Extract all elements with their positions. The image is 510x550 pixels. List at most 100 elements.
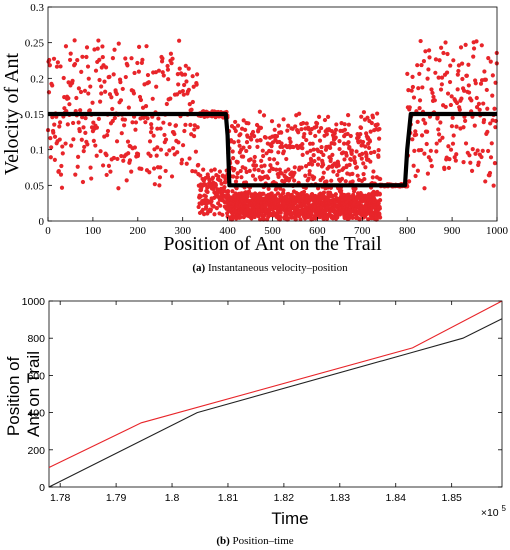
scatter-point (363, 165, 368, 170)
red-position-line (48, 300, 503, 468)
x-tick-label: 700 (354, 225, 371, 237)
scatter-point (364, 152, 369, 157)
scatter-point (274, 167, 279, 172)
scatter-point (360, 151, 365, 156)
x-tick-label: 600 (309, 225, 326, 237)
scatter-point (472, 123, 477, 128)
x-tick-label: 0 (45, 225, 51, 237)
scatter-point (238, 168, 243, 174)
scatter-point (71, 120, 76, 126)
scatter-point (187, 156, 192, 161)
scatter-point (449, 124, 455, 129)
scatter-point (360, 139, 366, 145)
scatter-point (149, 122, 154, 127)
scatter-point (133, 127, 138, 132)
scatter-point (95, 46, 100, 51)
scatter-point (196, 204, 201, 210)
scatter-point (347, 162, 352, 168)
scatter-point (250, 129, 256, 135)
scatter-point (350, 179, 355, 184)
scatter-point (233, 119, 238, 125)
scatter-point (163, 137, 169, 142)
scatter-point (292, 178, 297, 183)
scatter-point (278, 210, 283, 215)
scatter-point (212, 212, 217, 217)
scatter-point (269, 149, 274, 154)
scatter-point (155, 145, 160, 150)
scatter-point (252, 167, 257, 172)
scatter-point (413, 173, 418, 179)
x-tick-label: 1.82 (274, 492, 295, 504)
scatter-point (492, 106, 497, 111)
scatter-point (433, 70, 438, 75)
scatter-point (347, 145, 352, 150)
scatter-point (348, 133, 353, 139)
y-tick-label: 400 (27, 408, 45, 420)
scatter-point (127, 158, 133, 163)
x-tick-label: 1.84 (386, 492, 407, 504)
scatter-point (365, 115, 370, 120)
scatter-point (419, 62, 424, 68)
scatter-point (492, 161, 498, 166)
scatter-point (421, 117, 426, 122)
scatter-point (238, 132, 243, 137)
scatter-point (451, 58, 456, 63)
scatter-point (316, 114, 322, 119)
scatter-point (307, 172, 312, 177)
scatter-point (210, 175, 216, 180)
scatter-point (427, 55, 432, 60)
scatter-point (170, 56, 175, 61)
scatter-point (152, 182, 157, 187)
scatter-point (471, 54, 476, 59)
scatter-point (164, 152, 169, 157)
scatter-point (260, 169, 265, 174)
scatter-point (126, 151, 131, 156)
scatter-point (430, 90, 435, 96)
scatter-point (451, 133, 456, 138)
scatter-point (327, 164, 332, 169)
scatter-point (119, 131, 124, 136)
scatter-point (243, 127, 248, 132)
scatter-point (407, 105, 412, 110)
panel-a-caption-text: Instantaneous velocity–position (208, 262, 348, 274)
scatter-point (412, 148, 417, 153)
scatter-point (332, 131, 337, 136)
scatter-point (182, 82, 187, 88)
scatter-point (299, 127, 304, 132)
scatter-point (286, 167, 291, 172)
scatter-point (366, 217, 371, 222)
scatter-point (301, 121, 306, 126)
scatter-point (165, 67, 171, 72)
scatter-point (190, 99, 195, 105)
scatter-point (138, 97, 144, 103)
scatter-point (279, 141, 284, 146)
scatter-point (307, 168, 312, 174)
scatter-point (238, 215, 243, 220)
scatter-point (314, 124, 319, 129)
scatter-point (273, 193, 278, 198)
scatter-point (425, 129, 430, 134)
scatter-point (67, 57, 73, 63)
scatter-point (456, 68, 461, 74)
scatter-point (488, 155, 494, 160)
scatter-point (261, 217, 266, 222)
scatter-point (145, 72, 151, 78)
scatter-point (352, 155, 357, 160)
scatter-point (482, 69, 487, 74)
scatter-point (339, 120, 344, 126)
panel-b-x-exponent-power: 5 (502, 504, 507, 513)
scatter-point (453, 158, 458, 163)
scatter-point (374, 217, 379, 222)
scatter-point (252, 159, 257, 164)
x-tick-label: 1.8 (165, 492, 180, 504)
scatter-point (235, 160, 240, 165)
scatter-point (148, 153, 153, 158)
scatter-point (57, 120, 63, 125)
scatter-point (63, 44, 69, 49)
scatter-point (263, 135, 268, 140)
scatter-point (377, 192, 382, 197)
scatter-point (247, 145, 252, 150)
x-tick-label: 400 (219, 225, 236, 237)
scatter-point (422, 151, 427, 156)
scatter-point (286, 123, 291, 128)
